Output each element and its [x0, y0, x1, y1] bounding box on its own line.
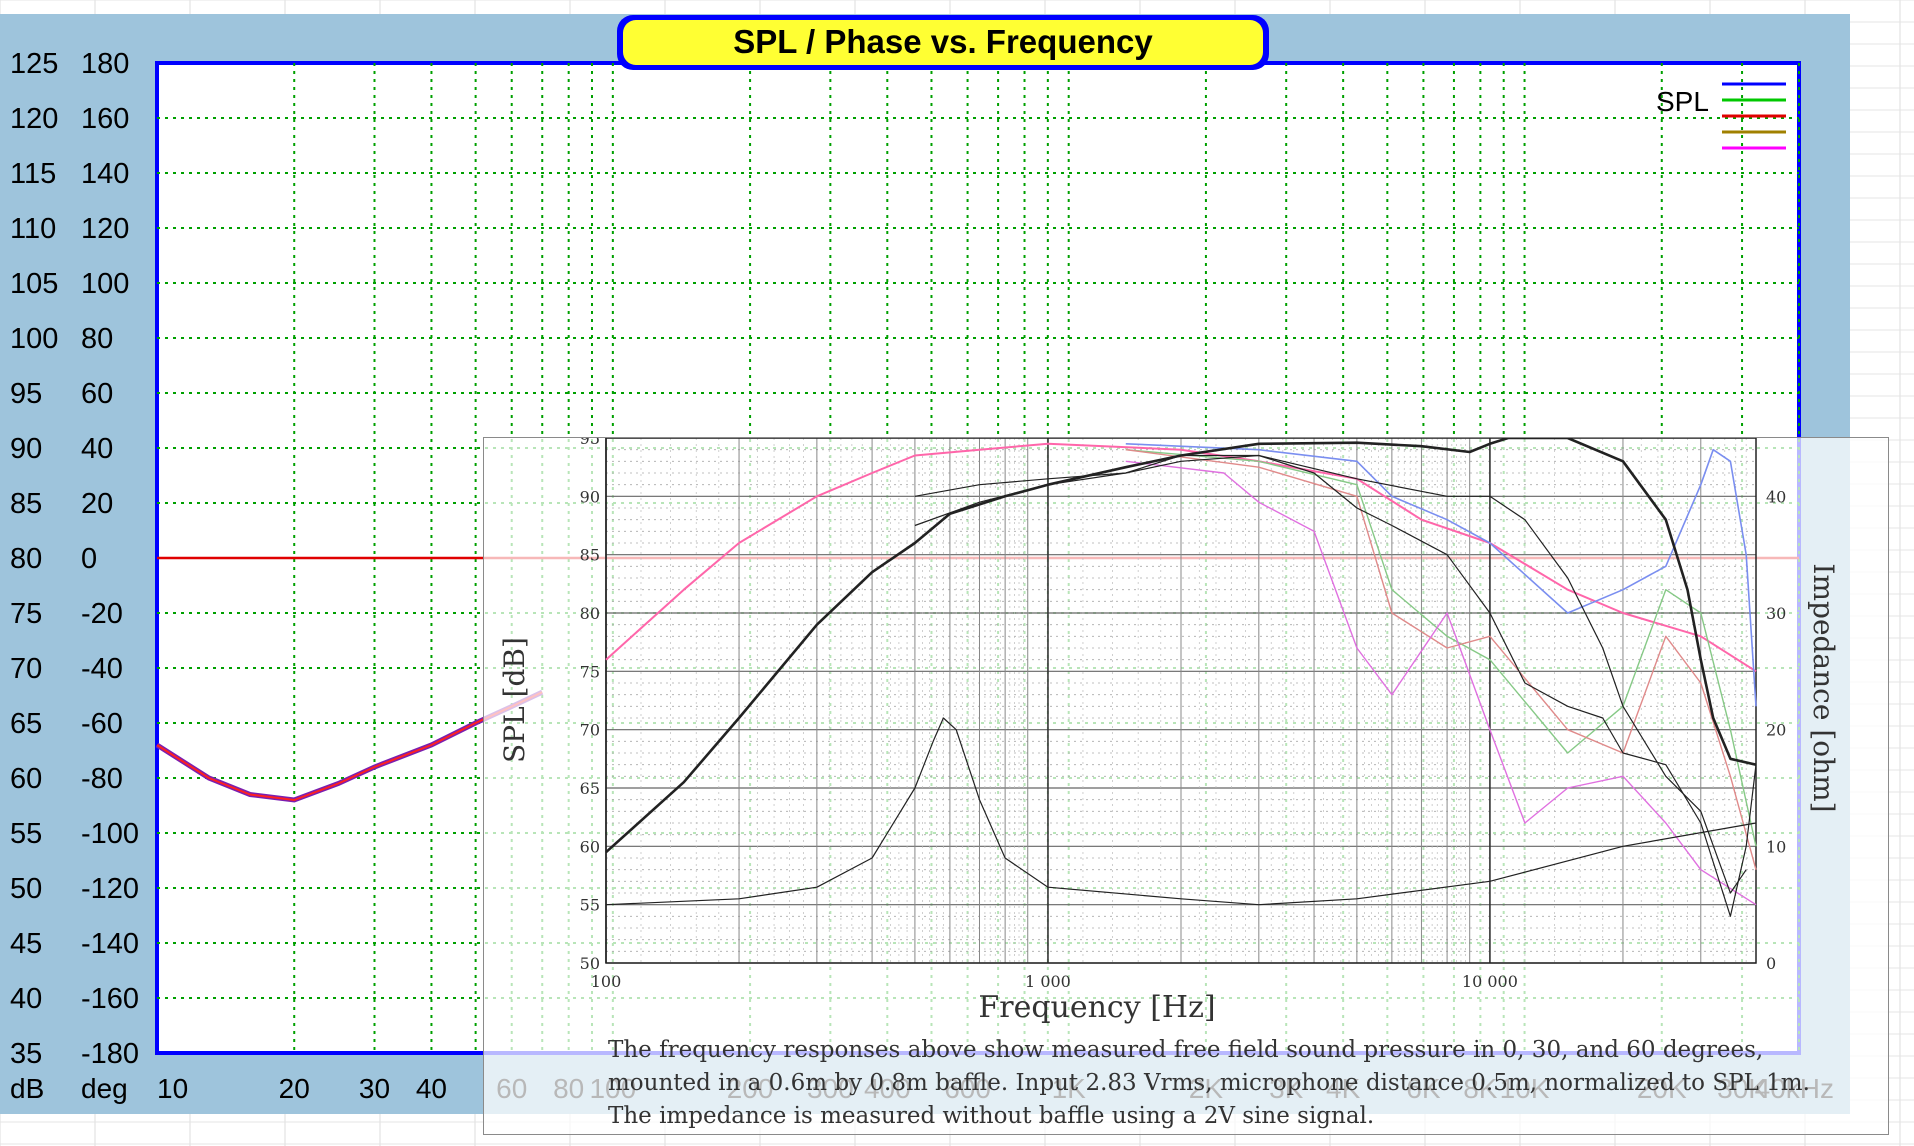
- outer-db-tick-label: 95: [10, 378, 42, 410]
- outer-db-tick-label: 70: [10, 653, 42, 685]
- outer-db-tick-label: 45: [10, 928, 42, 960]
- inset-x-axis-label: Frequency [Hz]: [978, 990, 1215, 1025]
- inset-spl-ticks: 50 55 60 65 70 75 80 85 90 95: [580, 438, 600, 973]
- inset-spl-tick-label: 90: [580, 487, 600, 506]
- inset-frequency-tick-label: 10 000: [1462, 972, 1518, 991]
- inset-series-spl-60deg: [914, 454, 1747, 894]
- inset-spl-tick-label: 80: [580, 604, 600, 623]
- outer-db-tick-label: 60: [10, 763, 42, 795]
- inset-spl-tick-label: 50: [580, 954, 600, 973]
- outer-deg-tick-label: -100: [81, 818, 139, 850]
- inset-series-outer-overlay-magenta: [1125, 460, 1757, 906]
- inset-series-spl-30deg: [914, 454, 1757, 917]
- outer-db-tick-label: 85: [10, 488, 42, 520]
- outer-db-tick-label: 125: [10, 48, 58, 80]
- outer-freq-tick-label: 20: [279, 1073, 310, 1104]
- outer-deg-tick-label: 120: [81, 213, 129, 245]
- outer-legend-label: SPL: [1656, 86, 1709, 117]
- outer-db-tick-label: 75: [10, 598, 42, 630]
- outer-deg-tick-label: 20: [81, 488, 113, 520]
- outer-db-tick-label: 65: [10, 708, 42, 740]
- inset-spl-tick-label: 55: [580, 896, 600, 915]
- outer-legend: SPL: [1656, 82, 1786, 150]
- inset-spl-tick-label: 65: [580, 779, 600, 798]
- outer-deg-tick-label: 80: [81, 323, 113, 355]
- inset-impedance-tick-label: 10: [1766, 837, 1786, 856]
- inset-series-outer-spl-overlay: [605, 442, 1757, 673]
- inset-spl-tick-label: 70: [580, 721, 600, 740]
- inset-frequency-ticks: 100 1 000 10 000: [591, 972, 1518, 991]
- outer-deg-tick-label: -40: [81, 653, 123, 685]
- outer-db-tick-label: 80: [10, 543, 42, 575]
- outer-db-tick-label: 35: [10, 1038, 42, 1070]
- outer-deg-tick-label: -180: [81, 1038, 139, 1070]
- inset-y-axis-label: SPL [dB]: [498, 637, 531, 763]
- outer-deg-tick-label: -80: [81, 763, 123, 795]
- inset-impedance-tick-label: 20: [1766, 721, 1786, 740]
- outer-title-box: SPL / Phase vs. Frequency: [617, 15, 1269, 70]
- outer-db-tick-label: 40: [10, 983, 42, 1015]
- inset-impedance-tick-label: 0: [1766, 954, 1776, 973]
- inset-series-outer-overlay-green: [1125, 449, 1757, 847]
- inset-spl-tick-label: 85: [580, 546, 600, 565]
- outer-deg-tick-label: -160: [81, 983, 139, 1015]
- outer-freq-tick-label: 30: [359, 1073, 390, 1104]
- outer-db-unit: dB: [10, 1073, 44, 1104]
- outer-title: SPL / Phase vs. Frequency: [733, 23, 1153, 60]
- inset-series-outer-overlay-red: [1125, 449, 1757, 870]
- outer-db-tick-label: 100: [10, 323, 58, 355]
- inset-series: [605, 438, 1757, 917]
- outer-deg-ticks: 180 160 140 120 100 80 60 40 20 0 -20 -40 -60 -80 -100…: [81, 48, 139, 1070]
- outer-db-tick-label: 50: [10, 873, 42, 905]
- outer-deg-tick-label: -60: [81, 708, 123, 740]
- outer-deg-tick-label: -120: [81, 873, 139, 905]
- outer-freq-tick-label: 10: [157, 1073, 188, 1104]
- outer-deg-tick-label: 160: [81, 103, 129, 135]
- inset-impedance-ticks: 0 10 20 30 40: [1766, 487, 1786, 973]
- inset-chart-panel: 50 55 60 65 70 75 80 85 90 95 0 10 20 30 40 100 1 000 1…: [483, 437, 1889, 1135]
- outer-db-tick-label: 110: [10, 213, 56, 245]
- inset-series-outer-overlay-blue: [1125, 443, 1757, 707]
- inset-series-spl-0deg: [605, 438, 1757, 854]
- outer-db-tick-label: 115: [10, 158, 56, 190]
- inset-grid: [605, 438, 1757, 964]
- inset-y2-axis-label: Impedance [ohm]: [1807, 563, 1840, 812]
- outer-db-tick-label: 120: [10, 103, 58, 135]
- outer-deg-tick-label: -20: [81, 598, 123, 630]
- inset-impedance-tick-label: 40: [1766, 487, 1786, 506]
- inset-impedance-tick-label: 30: [1766, 604, 1786, 623]
- outer-db-tick-label: 55: [10, 818, 42, 850]
- outer-deg-tick-label: 100: [81, 268, 129, 300]
- inset-spl-tick-label: 95: [580, 438, 600, 448]
- outer-db-tick-label: 105: [10, 268, 58, 300]
- outer-deg-tick-label: 60: [81, 378, 113, 410]
- outer-deg-unit: deg: [81, 1073, 128, 1104]
- outer-db-ticks: 125 120 115 110 105 100 95 90 85 80 75 70 65 60 55 50 45…: [10, 48, 58, 1070]
- outer-deg-tick-label: 140: [81, 158, 129, 190]
- outer-deg-tick-label: -140: [81, 928, 139, 960]
- inset-caption: The frequency responses above show measu…: [608, 1037, 1810, 1129]
- inset-spl-tick-label: 75: [580, 662, 600, 681]
- outer-deg-tick-label: 180: [81, 48, 129, 80]
- outer-db-tick-label: 90: [10, 433, 42, 465]
- outer-deg-tick-label: 0: [81, 543, 97, 575]
- inset-spl-tick-label: 60: [580, 837, 600, 856]
- inset-series-impedance: [605, 717, 1757, 906]
- outer-freq-tick-label: 40: [416, 1073, 447, 1104]
- inset-frequency-tick-label: 1 000: [1025, 972, 1071, 991]
- inset-frequency-tick-label: 100: [591, 972, 622, 991]
- outer-deg-tick-label: 40: [81, 433, 113, 465]
